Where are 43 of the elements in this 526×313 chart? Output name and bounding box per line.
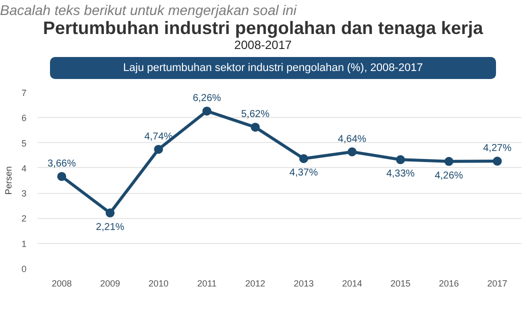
point [348,147,357,156]
data-label: 4,26% [434,170,464,182]
point [299,154,308,164]
x-tick-label: 2010 [148,278,169,288]
point [396,155,405,164]
y-tick-label: 3 [21,188,27,199]
x-tick-label: 2017 [487,278,508,288]
y-tick-label: 4 [21,163,27,174]
y-tick-label: 7 [21,88,27,98]
data-label: 4,33% [386,168,415,180]
x-tick-label: 2008 [52,278,72,288]
x-tick-label: 2013 [294,278,314,288]
x-tick-label: 2014 [342,278,362,288]
point [57,172,66,181]
data-label: 6,26% [192,93,222,104]
chart-subtitle: 2008-2017 [234,38,292,52]
chart-title: Pertumbuhan industri pengolahan dan tenaga kerja [42,18,484,38]
data-label: 4,37% [290,168,318,179]
point [106,208,115,218]
x-tick-label: 2016 [438,278,459,288]
data-label: 4,64% [338,134,366,145]
data-label: 2,21% [96,222,124,233]
point [492,156,502,166]
y-tick-label: 2 [21,214,27,224]
data-label: 3,66% [48,158,76,170]
y-tick-label: 6 [21,113,27,124]
data-label: 5,62% [241,109,270,120]
text: Laju pertumbuhan sektor industri pengolahan (%), 2008-2017 [123,61,423,76]
y-tick-label: 5 [21,138,27,148]
x-tick-label: 2009 [100,278,120,288]
data-label: 4,74% [144,131,173,142]
data-label: 4,27% [483,143,512,154]
y-tick-label: 0 [21,264,27,274]
point [250,122,260,132]
text: Bacalah teks berikut untuk mengerjakan soal ini [0,1,297,20]
y-axis-title: Persen [3,166,14,195]
x-tick-label: 2012 [245,278,266,288]
x-tick-label: 2011 [197,278,217,288]
point [202,106,212,116]
x-tick-label: 2015 [390,278,411,288]
point [444,156,454,166]
point [154,144,163,154]
y-tick-label: 1 [21,238,27,249]
